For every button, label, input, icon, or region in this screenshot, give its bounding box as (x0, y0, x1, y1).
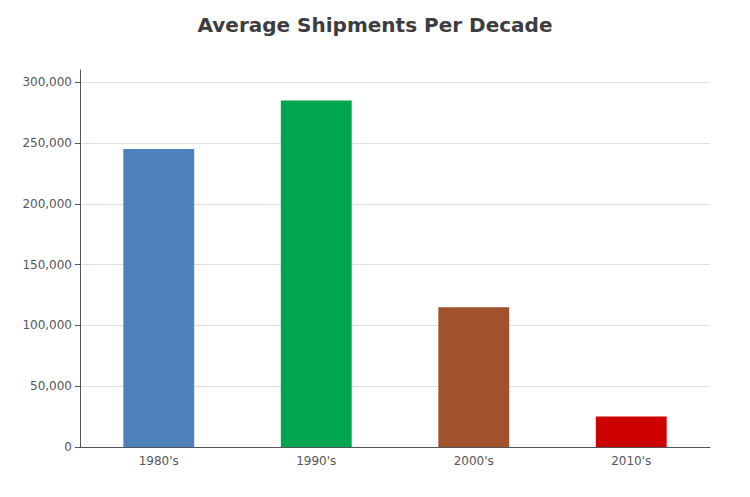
svg-text:2010's: 2010's (611, 454, 651, 468)
svg-text:1980's: 1980's (139, 454, 179, 468)
svg-text:300,000: 300,000 (22, 75, 72, 89)
svg-text:200,000: 200,000 (22, 197, 72, 211)
svg-text:50,000: 50,000 (30, 379, 72, 393)
svg-text:100,000: 100,000 (22, 318, 72, 332)
svg-text:250,000: 250,000 (22, 136, 72, 150)
svg-text:0: 0 (64, 440, 72, 454)
svg-text:2000's: 2000's (454, 454, 494, 468)
svg-text:150,000: 150,000 (22, 258, 72, 272)
svg-text:1990's: 1990's (296, 454, 336, 468)
svg-text:Average Shipments Per Decade: Average Shipments Per Decade (198, 13, 553, 37)
